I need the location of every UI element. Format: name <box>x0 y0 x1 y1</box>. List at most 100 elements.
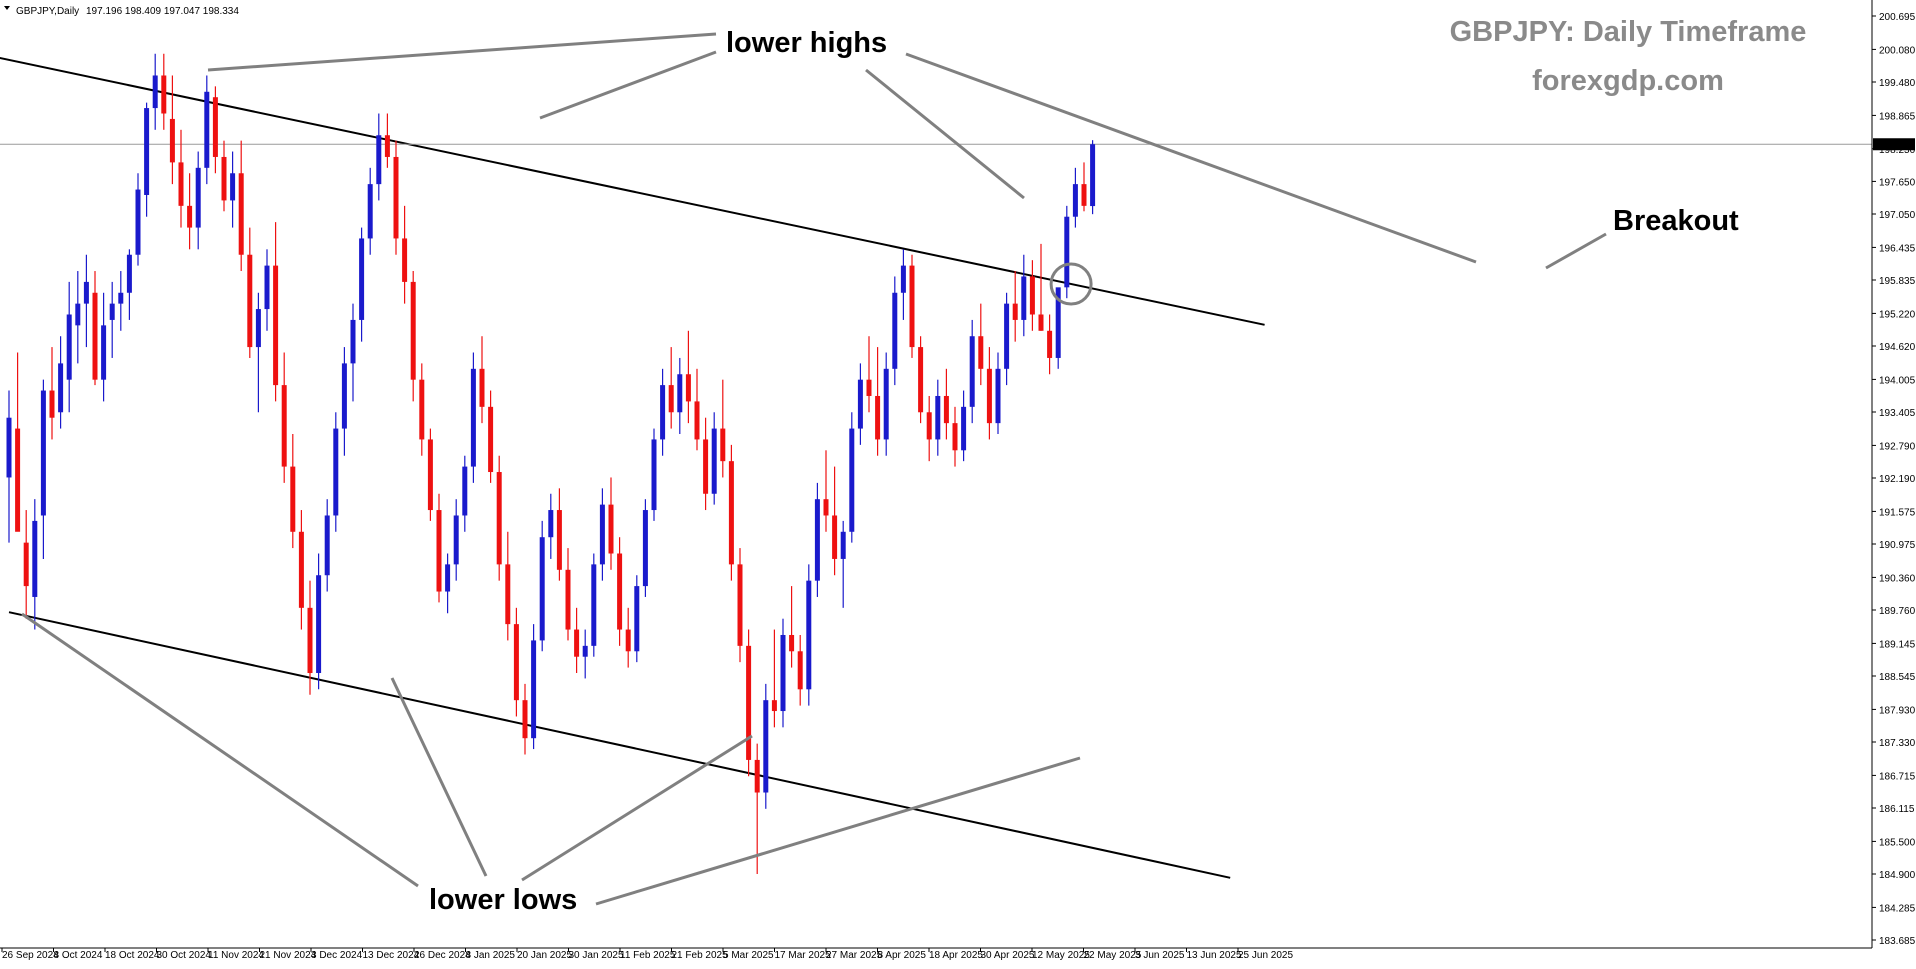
candle-body <box>324 515 330 576</box>
candle-body <box>875 395 881 440</box>
candle-body <box>513 624 519 701</box>
candle-body <box>961 406 967 451</box>
candle-body <box>221 156 227 201</box>
y-tick-label: 197.050 <box>1879 210 1916 221</box>
candle-body <box>660 385 666 440</box>
x-tick-label: 8 Jan 2025 <box>466 950 516 961</box>
candle-body <box>359 238 365 320</box>
y-tick-label: 186.115 <box>1879 804 1915 815</box>
y-tick-label: 190.975 <box>1879 540 1916 551</box>
current-price-label: 198.334 <box>1877 140 1914 151</box>
candle-body <box>281 385 287 467</box>
candle-body <box>711 428 717 494</box>
candle-body <box>849 428 855 532</box>
y-tick-label: 186.715 <box>1879 771 1916 782</box>
x-tick-label: 30 Apr 2025 <box>981 950 1035 961</box>
candle-body <box>840 531 846 559</box>
annotation-breakout: Breakout <box>1613 205 1739 237</box>
candle-body <box>1004 303 1010 369</box>
y-tick-label: 193.405 <box>1879 408 1916 419</box>
y-tick-label: 192.190 <box>1879 474 1916 485</box>
candle-body <box>126 254 132 293</box>
candle-body <box>23 542 29 587</box>
callout-line <box>521 734 753 882</box>
candle-body <box>264 265 270 310</box>
candle-body <box>909 265 915 348</box>
annotation-lower-highs: lower highs <box>726 27 887 59</box>
x-tick-label: 12 May 2025 <box>1032 950 1090 961</box>
candle-body <box>230 173 236 201</box>
x-tick-label: 30 Jan 2025 <box>569 950 624 961</box>
candle-body <box>1090 144 1096 207</box>
candle-body <box>823 499 829 516</box>
candle-body <box>625 629 631 652</box>
ohlc-readout: 197.196 198.409 197.047 198.334 <box>86 6 239 17</box>
x-tick-label: 21 Nov 2024 <box>260 950 317 961</box>
y-tick-label: 185.500 <box>1879 837 1916 848</box>
annotation-lower-lows: lower lows <box>429 884 577 916</box>
candle-body <box>384 135 390 157</box>
candle-body <box>694 401 700 440</box>
candle-body <box>333 428 339 516</box>
candle-body <box>32 520 38 597</box>
candle-body <box>75 303 81 326</box>
candle-body <box>892 292 898 369</box>
x-tick-label: 22 May 2025 <box>1084 950 1142 961</box>
candle-body <box>6 417 12 478</box>
candle-body <box>247 254 253 348</box>
breakout-circle <box>1049 262 1093 306</box>
candle-body <box>367 184 373 239</box>
y-tick-label: 196.435 <box>1879 243 1916 254</box>
candle-body <box>1072 184 1078 217</box>
x-tick-label: 11 Feb 2025 <box>620 950 676 961</box>
candle-body <box>608 504 614 554</box>
y-tick-label: 189.760 <box>1879 606 1916 617</box>
candle-body <box>496 472 502 565</box>
callout-line <box>21 612 419 888</box>
candle-body <box>651 439 657 511</box>
x-tick-label: 8 Apr 2025 <box>878 950 927 961</box>
candle-body <box>728 461 734 565</box>
trendline-lower-channel <box>8 611 1231 879</box>
x-tick-label: 18 Oct 2024 <box>105 950 160 961</box>
x-tick-label: 26 Sep 2024 <box>2 950 59 961</box>
candle-body <box>255 309 261 348</box>
price-axis: 200.695 200.080 199.480 198.865 198.250 197.6… <box>1871 0 1916 948</box>
callout-line <box>207 32 717 72</box>
candle-body <box>204 91 210 168</box>
candle-body <box>307 607 313 674</box>
candle-body <box>806 580 812 690</box>
candle-body <box>677 374 683 413</box>
candle-body <box>118 292 124 304</box>
candle-body <box>393 156 399 239</box>
x-tick-label: 17 Mar 2025 <box>775 950 832 961</box>
callout-line <box>595 756 1081 906</box>
callout-lines <box>21 32 1607 906</box>
annotations: lower highs lower lows Breakout <box>429 27 1739 916</box>
candle-body <box>918 347 924 413</box>
candle-body <box>883 368 889 440</box>
y-tick-label: 187.330 <box>1879 738 1916 749</box>
candle-body <box>152 75 158 109</box>
y-tick-label: 187.930 <box>1879 705 1916 716</box>
candle-body <box>969 336 975 407</box>
x-tick-label: 13 Jun 2025 <box>1187 950 1242 961</box>
watermark-site: forexgdp.com <box>1532 65 1724 97</box>
candle-body <box>58 363 64 413</box>
y-tick-label: 194.005 <box>1879 375 1916 386</box>
dropdown-triangle-icon[interactable] <box>4 6 10 10</box>
candle-body <box>1021 276 1027 320</box>
candle-body <box>685 374 691 402</box>
candle-body <box>582 645 588 657</box>
candle-body <box>1012 303 1018 320</box>
candle-body <box>746 645 752 760</box>
x-tick-label: 26 Dec 2024 <box>414 950 471 961</box>
candle-body <box>376 135 382 185</box>
y-tick-label: 200.080 <box>1879 45 1916 56</box>
candle-body <box>101 325 107 380</box>
candle-body <box>187 205 193 228</box>
candle-body <box>668 385 674 413</box>
plot-area <box>0 53 1872 879</box>
